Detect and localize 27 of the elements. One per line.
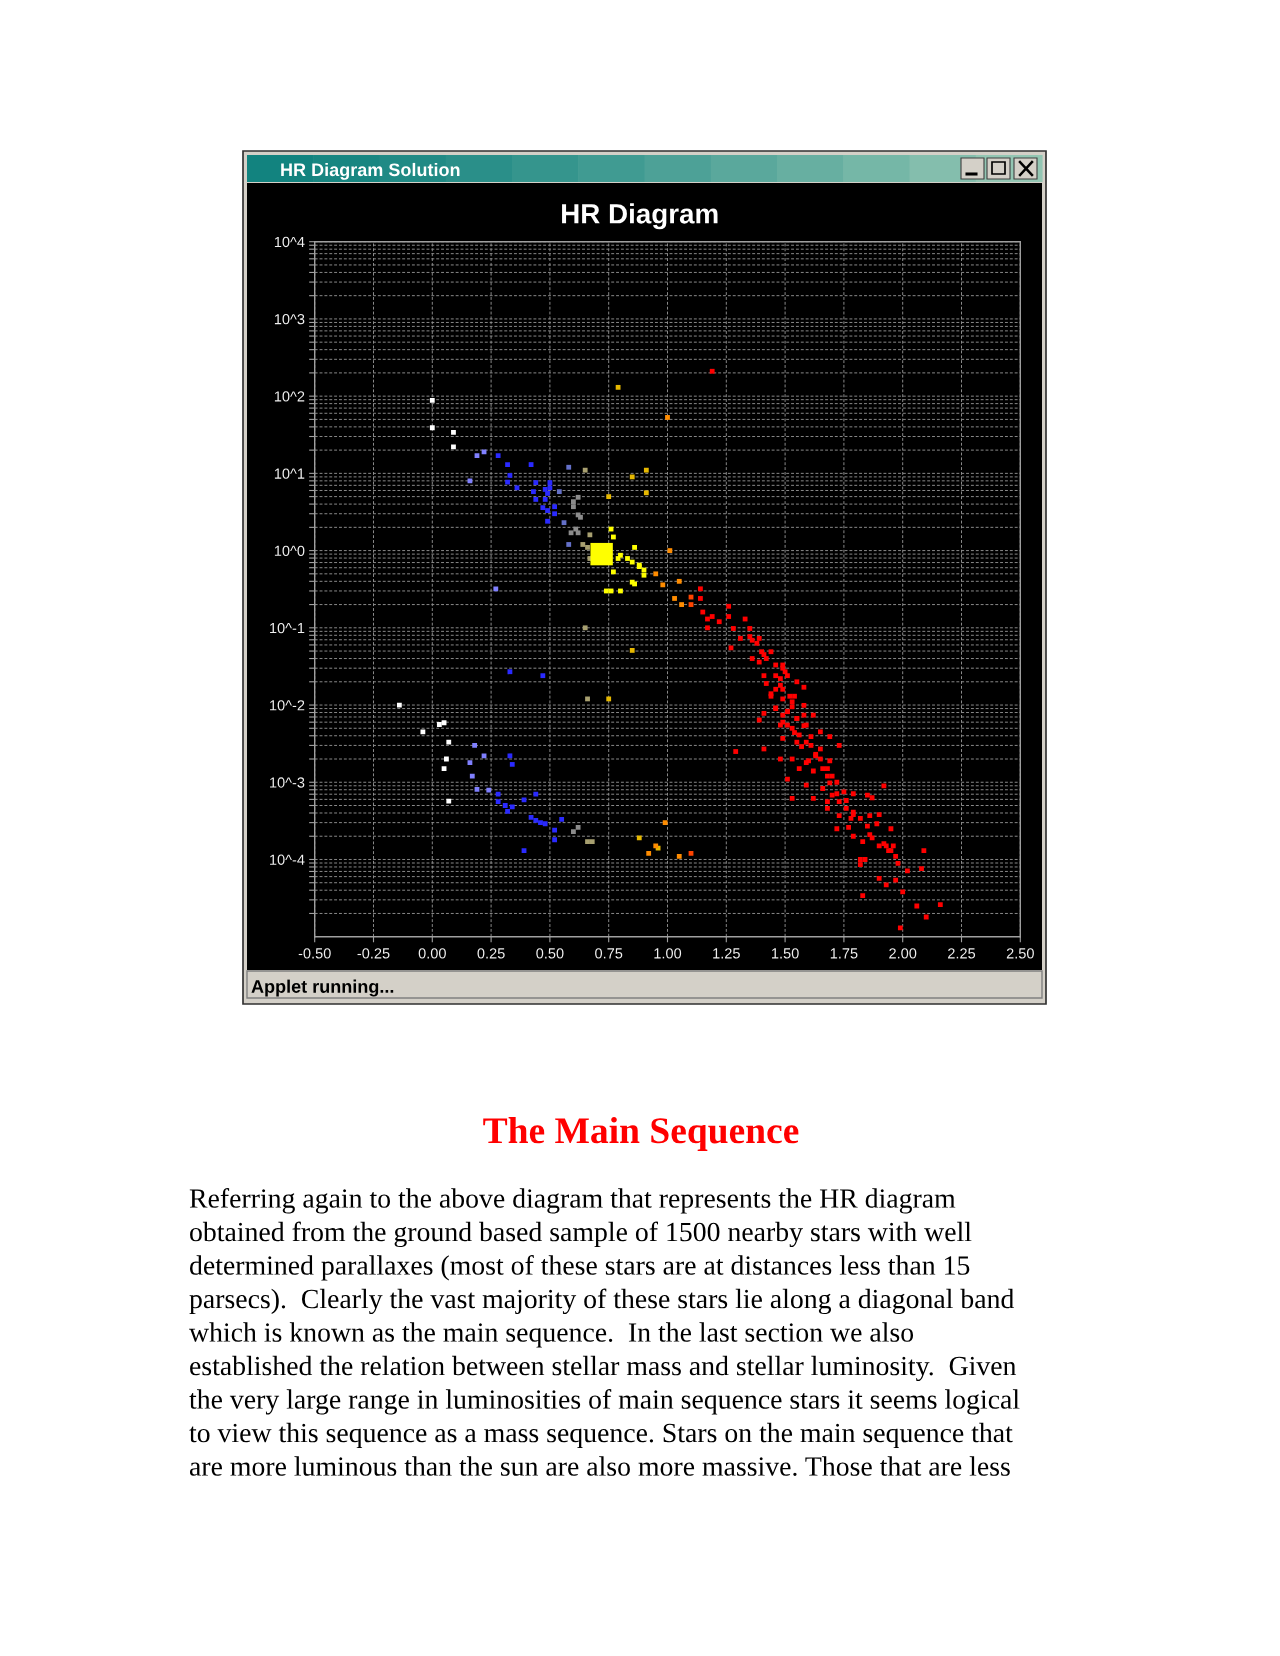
text: Referring again to the above diagram that represents the HR diagram obtained from the ground based sample of 1500 nearby stars with well determined parallaxes (most of these stars are at distances less than 15 parsecs). Clearly the vast majority of these stars lie along a diagonal band which is known as the main sequence. In the last section we also established the relation between stellar mass and stellar luminosity. Given the very large range in luminosities of main sequence stars it seems logical to view this sequence as a mass sequence. Stars on the main sequence that are more luminous than the sun are also more massive. Those that are less (189, 1188, 1020, 1476)
x-tick-label: -0.25 (357, 948, 390, 959)
y-tick-label: 10^0 (274, 545, 305, 557)
text: Applet running... (251, 979, 394, 997)
y-tick-label: 10^3 (274, 314, 305, 325)
y-tick-label: 10^-3 (270, 777, 305, 788)
x-tick-label: 1.75 (830, 948, 858, 959)
y-tick-label: 10^1 (274, 468, 305, 479)
y-tick-label: 10^-2 (270, 700, 305, 711)
text: HR Diagram Solution (281, 162, 460, 180)
x-tick-label: 1.50 (772, 948, 799, 959)
x-tick-label: 2.00 (889, 948, 917, 959)
y-tick-label: 10^-4 (270, 854, 305, 865)
x-tick-label: 0.25 (477, 948, 505, 959)
chart-title: HR Diagram (562, 203, 718, 230)
y-tick-label: 10^2 (274, 391, 305, 402)
x-tick-label: -0.50 (298, 948, 331, 959)
y-tick-label: 10^-1 (270, 622, 305, 634)
x-tick-label: 2.25 (948, 948, 976, 959)
y-tick-label: 10^4 (274, 236, 305, 248)
x-tick-label: 0.50 (536, 948, 564, 959)
text: The Main Sequence (483, 1116, 799, 1151)
x-tick-label: 0.75 (595, 948, 623, 959)
x-tick-label: 1.25 (713, 948, 740, 959)
x-tick-label: 0.00 (418, 948, 446, 959)
x-tick-label: 1.00 (654, 948, 682, 959)
x-tick-label: 2.50 (1006, 948, 1034, 959)
